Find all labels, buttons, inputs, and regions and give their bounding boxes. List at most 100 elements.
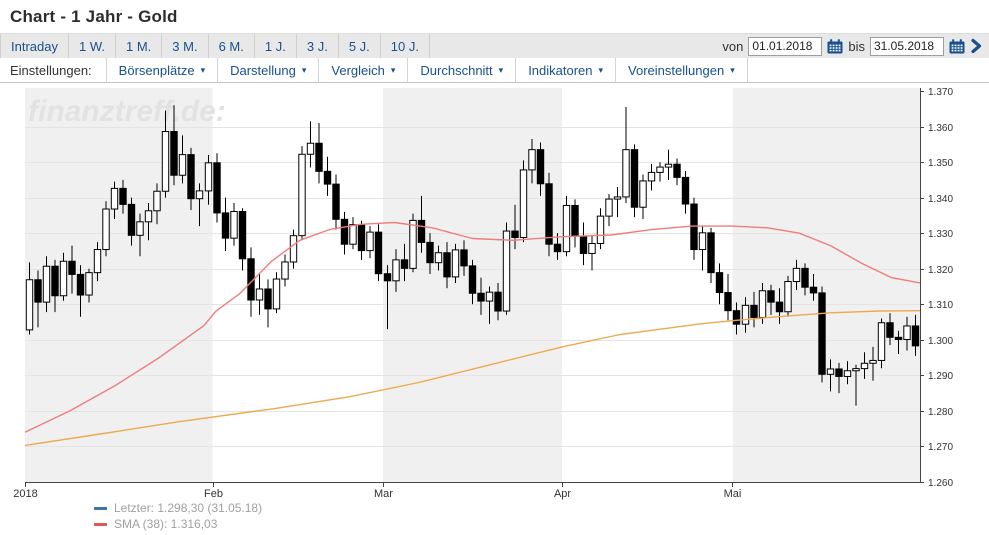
candle-down [732, 310, 741, 325]
candle-up [144, 210, 153, 223]
settings-bar: Einstellungen: Börsenplätze ▾ Darstellung ▾… [0, 58, 989, 83]
calendar-icon[interactable] [949, 38, 965, 54]
menu-label: Vergleich [331, 62, 385, 78]
candle-up [298, 153, 306, 237]
candle-down [809, 286, 818, 294]
page-title: Chart - 1 Jahr - Gold [10, 7, 178, 26]
candle-down [68, 260, 76, 275]
legend-swatch [94, 506, 107, 510]
candle-up [869, 359, 877, 364]
candle-up [656, 166, 664, 173]
candle-down [818, 292, 826, 375]
candle-down [400, 259, 409, 269]
candle-up [843, 370, 852, 377]
y-tick-label: 1.300 [928, 336, 953, 347]
candle-down [170, 131, 178, 176]
calendar-icon[interactable] [827, 38, 843, 54]
candle-down [332, 183, 340, 220]
candle-down [715, 272, 724, 294]
candle-up [110, 187, 119, 210]
candle-up [860, 362, 869, 370]
menu-indikatoren[interactable]: Indikatoren ▾ [515, 58, 615, 82]
chevron-down-icon: ▾ [301, 64, 307, 75]
sma-slow-line [24, 310, 921, 447]
candle-down [460, 249, 468, 267]
legend-swatch [94, 522, 107, 526]
candle-down [468, 265, 477, 294]
chevron-right-icon[interactable] [970, 38, 982, 54]
y-tick-label: 1.370 [928, 87, 953, 98]
settings-label: Einstellungen: [10, 62, 92, 78]
candle-up [502, 230, 511, 312]
candle-down [579, 235, 588, 254]
to-date-input[interactable] [870, 36, 944, 56]
tab-3-m[interactable]: 3 M. [162, 34, 209, 58]
candle-up [826, 368, 835, 375]
menu-vergleich[interactable]: Vergleich ▾ [318, 58, 407, 82]
menu-label: Darstellung [230, 62, 296, 78]
candle-down [357, 224, 366, 252]
candle-down [801, 267, 809, 288]
candle-up [272, 278, 281, 310]
candle-down [264, 288, 272, 310]
tab-intraday[interactable]: Intraday [0, 34, 69, 58]
tab-5-j[interactable]: 5 J. [339, 34, 381, 58]
date-range: von bis [722, 34, 989, 58]
tab-6-m[interactable]: 6 M. [209, 34, 255, 58]
y-tick-label: 1.290 [928, 371, 953, 382]
candle-up [664, 163, 673, 168]
candle-down [323, 170, 332, 185]
legend-label: Letzter: 1.298,30 (31.05.18) [114, 501, 263, 515]
tab-1-w[interactable]: 1 W. [69, 34, 116, 58]
menu-label: Voreinstellungen [628, 62, 725, 78]
month-band [732, 88, 920, 482]
menu-b-rsenpl-tze[interactable]: Börsenplätze ▾ [105, 58, 217, 82]
tab-1-m[interactable]: 1 M. [116, 34, 163, 58]
tab-10-j[interactable]: 10 J. [381, 34, 430, 58]
candle-up [519, 169, 528, 238]
menu-label: Börsenplätze [118, 62, 195, 78]
tab-3-j[interactable]: 3 J. [297, 34, 339, 58]
candle-down [340, 218, 349, 245]
candle-down [221, 212, 230, 239]
candle-down [571, 204, 579, 237]
sma-fast-line [24, 221, 921, 433]
menu-label: Durchschnitt [420, 62, 493, 78]
candle-up [792, 267, 801, 283]
candle-up [613, 196, 622, 200]
candle-up [178, 154, 187, 176]
candle-down [511, 230, 519, 238]
candle-up [349, 224, 357, 245]
candle-down [127, 203, 136, 236]
legend-item: SMA (38): 1.316,03 [94, 516, 262, 532]
tab-1-j[interactable]: 1 J. [255, 34, 297, 58]
candle-up [204, 162, 213, 192]
candle-up [596, 215, 605, 244]
candle-down [315, 142, 323, 172]
menu-durchschnitt[interactable]: Durchschnitt ▾ [407, 58, 515, 82]
candle-up [366, 231, 374, 252]
candle-up [588, 242, 596, 254]
x-tick-label: Mar [374, 488, 393, 500]
candle-up [451, 249, 460, 278]
candle-up [741, 304, 750, 325]
from-date-input[interactable] [748, 36, 823, 56]
candle-up [136, 221, 144, 236]
candle-up [622, 149, 630, 198]
settings-menus: Börsenplätze ▾ Darstellung ▾ Vergleich ▾ Durch… [105, 58, 748, 82]
menu-voreinstellungen[interactable]: Voreinstellungen ▾ [615, 58, 748, 82]
candle-up [758, 290, 767, 318]
candle-down [707, 232, 715, 274]
candle-up [852, 368, 860, 372]
period-tabs: Intraday 1 W. 1 M. 3 M. 6 M. 1 J. 3 J. 5 J. 10 J… [0, 34, 430, 58]
candle-up [153, 190, 161, 212]
candle-down [494, 291, 502, 312]
y-tick-label: 1.320 [928, 265, 953, 276]
candlestick-chart: finanztreff.de: 1.370 1.360 1.350 1.340 1.330… [13, 87, 953, 500]
menu-darstellung[interactable]: Darstellung ▾ [217, 58, 318, 82]
legend-label: SMA (38): 1.316,03 [114, 517, 218, 531]
menu-label: Indikatoren [528, 62, 593, 78]
candle-up [59, 260, 68, 297]
x-tick-label: 2018 [13, 488, 37, 500]
